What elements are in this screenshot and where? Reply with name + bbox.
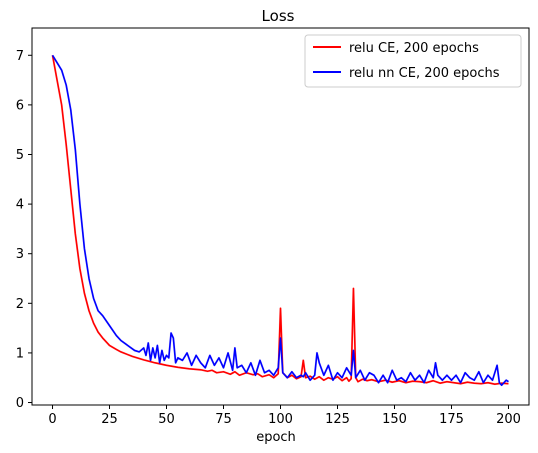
y-tick-label: 4: [16, 198, 24, 213]
y-tick-label: 7: [16, 49, 24, 64]
x-tick-label: 0: [48, 412, 56, 427]
x-tick-label: 175: [439, 412, 464, 427]
y-tick-label: 5: [16, 148, 24, 163]
y-tick-label: 1: [16, 346, 24, 361]
x-tick-label: 100: [268, 412, 293, 427]
legend: relu CE, 200 epochs relu nn CE, 200 epoc…: [305, 35, 521, 87]
x-tick-label: 25: [101, 412, 118, 427]
y-tick-label: 3: [16, 247, 24, 262]
y-tick-label: 6: [16, 98, 24, 113]
y-tick-label: 2: [16, 297, 24, 312]
chart-title: Loss: [262, 7, 295, 25]
x-axis-label: epoch: [256, 430, 296, 445]
x-tick-label: 50: [158, 412, 175, 427]
plot-area: 0 25 50 75 100 125 150 175 200 0 1 2 3 4 5 6 7: [16, 28, 529, 427]
x-tick-label: 150: [382, 412, 407, 427]
legend-label-relu-nn-ce: relu nn CE, 200 epochs: [349, 66, 500, 81]
legend-label-relu-ce: relu CE, 200 epochs: [349, 41, 479, 56]
x-tick-label: 75: [215, 412, 232, 427]
y-tick-label: 0: [16, 396, 24, 411]
x-tick-label: 125: [325, 412, 350, 427]
x-tick-label: 200: [496, 412, 521, 427]
